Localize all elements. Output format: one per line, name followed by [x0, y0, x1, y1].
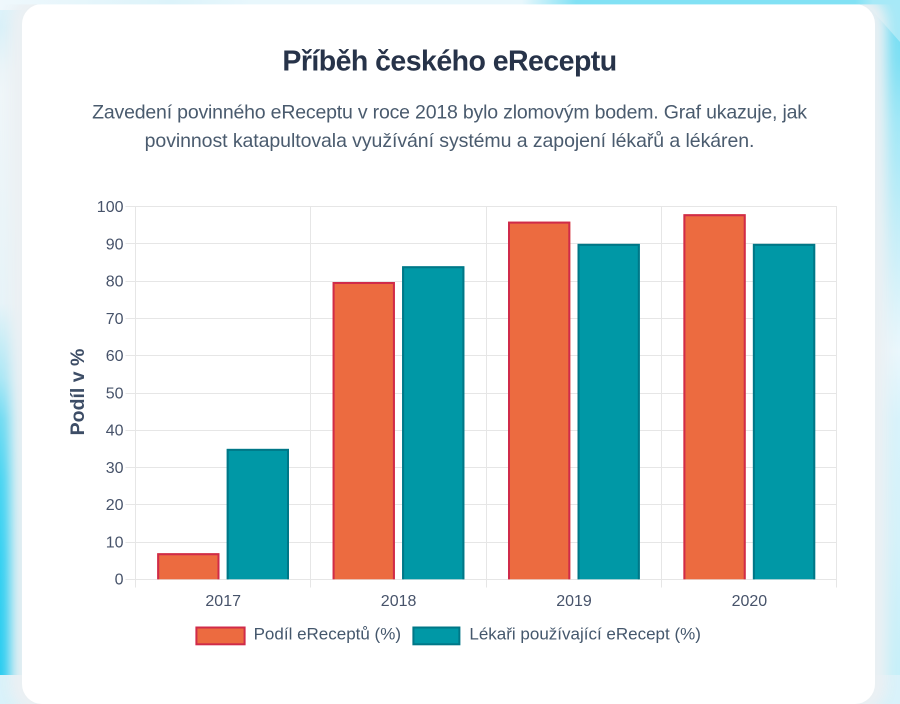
svg-text:20: 20 — [106, 497, 124, 514]
svg-text:2017: 2017 — [205, 593, 241, 610]
svg-text:10: 10 — [106, 534, 124, 551]
svg-text:80: 80 — [106, 274, 124, 291]
svg-text:Zavedení povinného eReceptu v: Zavedení povinného eReceptu v roce 2018 … — [92, 102, 807, 124]
svg-text:2018: 2018 — [381, 593, 417, 610]
svg-text:100: 100 — [97, 199, 124, 216]
svg-text:60: 60 — [106, 348, 124, 365]
svg-text:50: 50 — [106, 385, 124, 402]
svg-text:70: 70 — [106, 311, 124, 328]
svg-text:Lékaři používající eRecept (%): Lékaři používající eRecept (%) — [469, 624, 701, 643]
svg-text:Podíl v %: Podíl v % — [67, 349, 89, 436]
svg-text:40: 40 — [106, 423, 124, 440]
svg-text:Podíl eReceptů (%): Podíl eReceptů (%) — [254, 624, 401, 643]
svg-text:2019: 2019 — [556, 593, 592, 610]
svg-text:povinnost katapultovala využív: povinnost katapultovala využívání systém… — [145, 130, 755, 152]
svg-text:2020: 2020 — [732, 593, 768, 610]
svg-text:0: 0 — [115, 572, 124, 589]
svg-text:30: 30 — [106, 460, 124, 477]
svg-text:Příběh českého eReceptu: Příběh českého eReceptu — [282, 45, 616, 77]
svg-text:90: 90 — [106, 236, 124, 253]
